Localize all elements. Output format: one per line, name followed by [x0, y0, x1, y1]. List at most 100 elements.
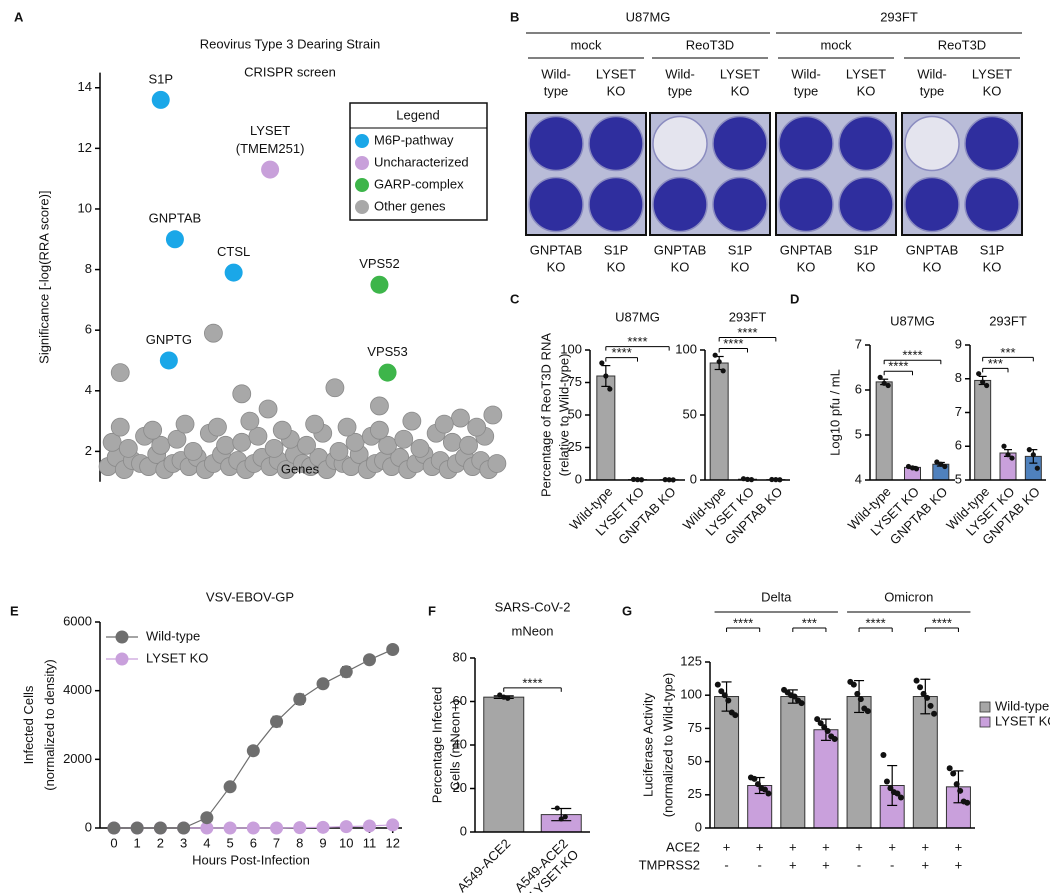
condition-sign: +: [822, 857, 830, 872]
point: [316, 677, 330, 691]
chart-title: CRISPR screen: [244, 64, 336, 79]
y-tick-label: 100: [680, 687, 702, 702]
y-axis-label: Percentage of ReoT3D RNA: [538, 333, 553, 497]
data-point: [883, 778, 890, 785]
data-point: [638, 477, 645, 483]
y-tick-label: 6: [85, 322, 92, 337]
chart-title: 293FT: [729, 309, 767, 324]
data-point: [497, 692, 503, 698]
well: [838, 176, 894, 233]
point: [451, 408, 470, 428]
data-point: [850, 681, 857, 688]
well: [904, 115, 960, 172]
y-axis-label: (normalized to Wild-type): [660, 673, 675, 818]
point-label: (TMEM251): [236, 141, 305, 156]
point: [345, 432, 365, 452]
well-label: LYSET: [972, 66, 1012, 81]
data-point: [714, 681, 721, 688]
y-tick-label: 2000: [63, 751, 92, 766]
point: [258, 399, 278, 419]
group-label: Omicron: [884, 589, 933, 604]
data-point: [917, 684, 924, 691]
well-label: LYSET: [720, 66, 760, 81]
chart-title: 293FT: [989, 313, 1027, 328]
point: [434, 414, 454, 434]
well-label: KO: [547, 259, 566, 274]
y-tick-label: 50: [683, 406, 697, 421]
well-label: type: [668, 83, 693, 98]
point: [203, 323, 223, 343]
data-point: [716, 359, 722, 365]
y-tick-label: 9: [955, 336, 962, 351]
data-point: [740, 476, 747, 482]
point: [200, 821, 214, 835]
well-label: GNPTAB: [906, 242, 959, 257]
y-tick-label: 100: [560, 341, 582, 356]
point-label: LYSET: [250, 123, 290, 138]
legend-marker: [355, 156, 369, 170]
well: [778, 115, 834, 172]
x-tick-label: A549-ACE2: [454, 836, 513, 893]
well-label: KO: [731, 83, 750, 98]
data-point: [630, 476, 637, 482]
significance-label: ****: [888, 359, 908, 374]
point: [325, 378, 345, 398]
y-tick-label: 25: [688, 786, 702, 801]
well-label: GNPTAB: [530, 242, 583, 257]
point: [248, 426, 268, 446]
data-point: [501, 694, 507, 700]
point: [246, 821, 260, 835]
condition-sign: -: [857, 857, 861, 872]
point: [272, 420, 292, 440]
point-label: S1P: [148, 71, 173, 86]
well-label: S1P: [728, 242, 753, 257]
point: [402, 411, 422, 431]
bar: [596, 375, 616, 481]
data-point: [887, 785, 894, 792]
treatment-label: ReoT3D: [938, 37, 986, 52]
point: [110, 417, 130, 437]
data-point: [913, 677, 920, 684]
data-point: [754, 781, 761, 788]
significance-label: ****: [902, 348, 922, 363]
data-point: [924, 694, 931, 701]
treatment-label: mock: [570, 37, 602, 52]
x-tick-label: 12: [385, 835, 399, 850]
y-tick-label: 0: [85, 819, 92, 834]
data-point: [662, 477, 668, 483]
x-tick-label: 0: [110, 835, 117, 850]
bar: [813, 729, 839, 829]
x-axis-label: Hours Post-Infection: [192, 852, 310, 867]
group-label: Delta: [761, 589, 792, 604]
data-point: [950, 770, 957, 777]
treatment-label: mock: [820, 37, 852, 52]
well-label: GNPTAB: [780, 242, 833, 257]
cell-line-label: 293FT: [880, 9, 918, 24]
data-point: [720, 368, 726, 374]
x-tick-label: 9: [319, 835, 326, 850]
data-point: [881, 380, 887, 386]
y-tick-label: 50: [568, 406, 582, 421]
data-point: [942, 463, 948, 470]
y-axis-label: Cells (mNeon+): [447, 700, 462, 791]
y-axis-label: (relative to Wild-type): [556, 354, 571, 477]
well-label: KO: [671, 259, 690, 274]
data-point: [980, 379, 986, 385]
data-point: [773, 477, 779, 483]
point: [223, 821, 237, 835]
point: [329, 441, 349, 461]
point: [246, 744, 260, 758]
significance-label: ****: [627, 334, 647, 349]
well-label: LYSET: [596, 66, 636, 81]
treatment-label: ReoT3D: [686, 37, 734, 52]
panel-letter: F: [428, 603, 436, 618]
point: [240, 411, 260, 431]
data-point: [607, 386, 613, 392]
legend-marker: [355, 134, 369, 148]
condition-sign: -: [758, 857, 762, 872]
data-point: [905, 463, 912, 470]
well: [712, 115, 768, 172]
data-point: [821, 724, 828, 731]
point: [102, 432, 122, 452]
